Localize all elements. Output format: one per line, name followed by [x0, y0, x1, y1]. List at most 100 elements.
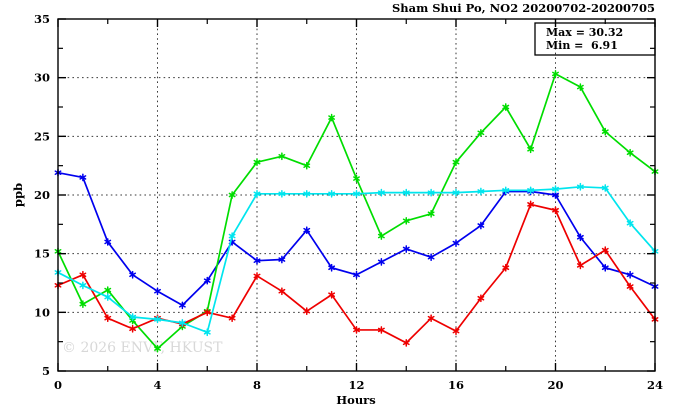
- x-tick-label: 16: [448, 378, 464, 392]
- chart-title: Sham Shui Po, NO2 20200702-20200705: [392, 1, 655, 15]
- data-point-marker: [303, 189, 311, 198]
- data-point-marker: [576, 182, 584, 191]
- x-axis-title: Hours: [336, 393, 375, 407]
- data-point-marker: [576, 233, 584, 242]
- data-point-marker: [427, 253, 435, 262]
- data-point-marker: [626, 219, 634, 228]
- data-point-marker: [353, 270, 360, 279]
- data-point-marker: [79, 281, 87, 290]
- data-point-marker: [427, 314, 435, 323]
- data-point-marker: [228, 232, 236, 240]
- series-day-3: [54, 200, 659, 347]
- data-point-marker: [328, 113, 336, 122]
- data-point-marker: [228, 191, 236, 199]
- data-point-marker: [402, 338, 410, 347]
- data-point-marker: [104, 314, 112, 323]
- data-point-marker: [402, 188, 410, 197]
- data-point-marker: [477, 294, 485, 303]
- data-point-marker: [278, 152, 286, 161]
- data-point-marker: [129, 270, 137, 279]
- data-point-marker: [576, 261, 584, 270]
- data-point-marker: [129, 324, 137, 333]
- y-tick-label: 15: [34, 247, 50, 261]
- data-point-marker: [353, 326, 360, 334]
- data-point-marker: [402, 245, 410, 253]
- data-point-marker: [377, 188, 385, 197]
- data-point-marker: [328, 263, 336, 272]
- data-point-marker: [527, 145, 535, 154]
- data-point-marker: [278, 287, 286, 296]
- data-point-marker: [353, 174, 360, 183]
- y-tick-label: 20: [34, 188, 50, 202]
- data-point-marker: [353, 189, 360, 198]
- data-point-marker: [203, 308, 211, 317]
- series-day-4: [54, 182, 659, 337]
- data-point-marker: [377, 326, 385, 334]
- data-point-marker: [377, 258, 385, 266]
- data-point-marker: [427, 209, 435, 218]
- series-day-1: [54, 168, 659, 310]
- y-tick-label: 35: [34, 12, 50, 26]
- data-point-marker: [402, 216, 410, 225]
- data-point-marker: [203, 276, 211, 285]
- data-point-marker: [601, 184, 609, 192]
- data-point-marker: [552, 70, 559, 78]
- y-tick-label: 10: [34, 305, 50, 319]
- x-tick-label: 24: [647, 378, 663, 392]
- data-point-marker: [626, 270, 634, 279]
- data-point-marker: [178, 301, 186, 310]
- data-point-marker: [104, 286, 112, 294]
- data-point-marker: [129, 313, 137, 321]
- min-value-label: Min = 6.91: [546, 39, 618, 52]
- data-point-marker: [278, 189, 286, 198]
- data-point-marker: [303, 161, 311, 170]
- data-point-marker: [477, 221, 485, 230]
- data-point-marker: [452, 239, 460, 247]
- data-point-marker: [552, 206, 559, 215]
- data-point-marker: [576, 83, 584, 91]
- data-point-marker: [178, 319, 186, 327]
- data-point-marker: [626, 282, 634, 291]
- data-point-marker: [278, 255, 286, 264]
- data-point-marker: [154, 287, 161, 296]
- data-point-marker: [601, 246, 609, 254]
- data-point-marker: [502, 103, 510, 111]
- data-point-marker: [253, 256, 261, 265]
- data-point-marker: [452, 158, 460, 166]
- data-point-marker: [79, 173, 87, 182]
- data-series-layer: [54, 70, 659, 353]
- data-point-marker: [502, 263, 510, 272]
- max-value-label: Max = 30.32: [546, 26, 623, 39]
- data-point-marker: [552, 185, 559, 193]
- data-point-marker: [104, 293, 112, 301]
- x-tick-label: 4: [153, 378, 161, 392]
- data-point-marker: [477, 187, 485, 196]
- x-tick-label: 0: [54, 378, 62, 392]
- data-point-marker: [328, 290, 336, 299]
- data-point-marker: [452, 188, 460, 197]
- data-point-marker: [253, 189, 261, 198]
- axis-tick-labels: 0 4 8 12 16 20 24 5 10 15 20 25 30 35: [34, 12, 663, 392]
- data-point-marker: [601, 127, 609, 136]
- y-tick-label: 30: [34, 71, 50, 85]
- axis-ticks: [57, 18, 656, 372]
- x-tick-label: 12: [348, 378, 364, 392]
- data-point-marker: [303, 226, 311, 235]
- stats-annotation: Max = 30.32 Min = 6.91: [534, 22, 656, 56]
- data-point-marker: [154, 344, 161, 353]
- data-point-marker: [253, 158, 261, 166]
- x-tick-label: 8: [253, 378, 261, 392]
- data-point-marker: [601, 263, 609, 272]
- data-point-marker: [203, 328, 211, 337]
- data-point-marker: [477, 128, 485, 137]
- data-point-marker: [377, 232, 385, 240]
- data-point-marker: [328, 189, 336, 198]
- data-point-marker: [527, 186, 535, 195]
- data-point-marker: [154, 315, 161, 324]
- data-point-marker: [253, 272, 261, 280]
- y-tick-label: 5: [42, 364, 50, 378]
- y-tick-label: 25: [34, 129, 50, 143]
- stats-annotation-box: [534, 22, 656, 56]
